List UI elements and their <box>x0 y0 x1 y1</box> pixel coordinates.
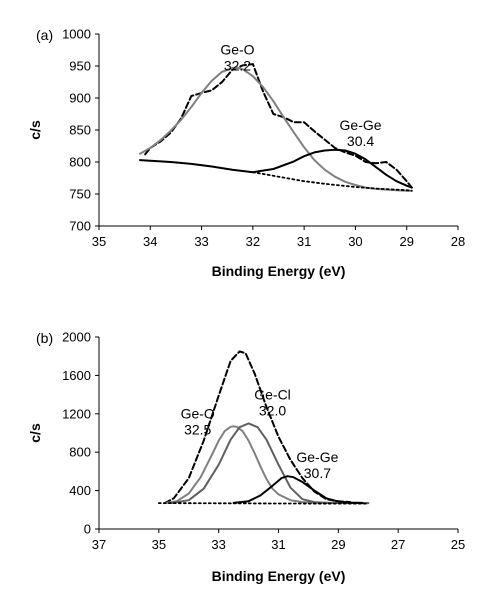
peak-label: Ge-Ge <box>340 117 382 133</box>
y-tick-label: 900 <box>69 91 91 106</box>
panel-label: (a) <box>36 27 53 43</box>
series-line-solid-2 <box>139 148 413 189</box>
peak-energy: 32.2 <box>224 57 251 73</box>
x-tick-label: 29 <box>331 537 345 552</box>
x-tick-label: 35 <box>152 537 166 552</box>
x-tick-label: 30 <box>348 234 362 249</box>
peak-energy: 32.5 <box>184 422 211 438</box>
y-tick-label: 0 <box>84 522 91 537</box>
x-tick-label: 37 <box>92 537 106 552</box>
x-tick-label: 35 <box>92 234 106 249</box>
peak-annotation: Ge-Ge 30.4 <box>340 117 382 149</box>
peak-annotation: Ge-O 32.5 <box>181 406 215 438</box>
y-tick-label: 800 <box>69 155 91 170</box>
peak-annotation: Ge-Cl 32.0 <box>254 386 291 418</box>
x-axis-title: Binding Energy (eV) <box>212 568 346 584</box>
x-tick-label: 27 <box>391 537 405 552</box>
peak-label: Ge-O <box>220 41 254 57</box>
peak-label: Ge-Ge <box>296 449 338 465</box>
y-tick-label: 700 <box>69 219 91 234</box>
panel-label: (b) <box>36 330 53 346</box>
peak-annotation: Ge-O 32.2 <box>220 41 254 73</box>
y-tick-label: 850 <box>69 123 91 138</box>
series-line-solid-3 <box>232 475 364 504</box>
y-tick-label: 950 <box>69 59 91 74</box>
x-tick-label: 33 <box>194 234 208 249</box>
chart-panel-b: 0 400 800 1200 1600 2000 37 35 33 31 29 27 25 Binding… <box>27 330 465 585</box>
y-tick-label: 800 <box>69 445 91 460</box>
x-tick-label: 34 <box>143 234 157 249</box>
x-axis-title: Binding Energy (eV) <box>212 263 346 279</box>
x-tick-label: 28 <box>451 234 465 249</box>
x-tick-label: 31 <box>297 234 311 249</box>
peak-energy: 30.7 <box>304 465 331 481</box>
y-tick-label: 400 <box>69 483 91 498</box>
peak-label: Ge-Cl <box>254 386 291 402</box>
peak-label: Ge-O <box>181 406 215 422</box>
x-tick-label: 32 <box>246 234 260 249</box>
y-tick-label: 1200 <box>62 406 91 421</box>
y-axis-title: c/s <box>27 120 43 140</box>
series-line-dashed-0 <box>144 63 413 189</box>
y-tick-label: 1000 <box>62 27 91 42</box>
y-tick-label: 1600 <box>62 368 91 383</box>
peak-energy: 30.4 <box>347 133 374 149</box>
peak-energy: 32.0 <box>259 402 286 418</box>
chart-panel-a: 700 750 800 850 900 950 1000 35 34 33 32 31 30 29 28 Bi… <box>27 27 465 280</box>
peak-annotation: Ge-Ge 30.7 <box>296 449 338 481</box>
series-line-dotted-3 <box>251 171 413 192</box>
y-tick-label: 750 <box>69 187 91 202</box>
series-line-solid-2 <box>169 422 370 505</box>
x-tick-label: 25 <box>451 537 465 552</box>
y-axis-title: c/s <box>27 423 43 443</box>
y-tick-label: 2000 <box>62 330 91 345</box>
series-line-solid-1 <box>163 425 370 505</box>
x-tick-label: 31 <box>271 537 285 552</box>
x-tick-label: 29 <box>399 234 413 249</box>
x-tick-label: 33 <box>211 537 225 552</box>
series-line-dotted-4 <box>157 502 370 505</box>
